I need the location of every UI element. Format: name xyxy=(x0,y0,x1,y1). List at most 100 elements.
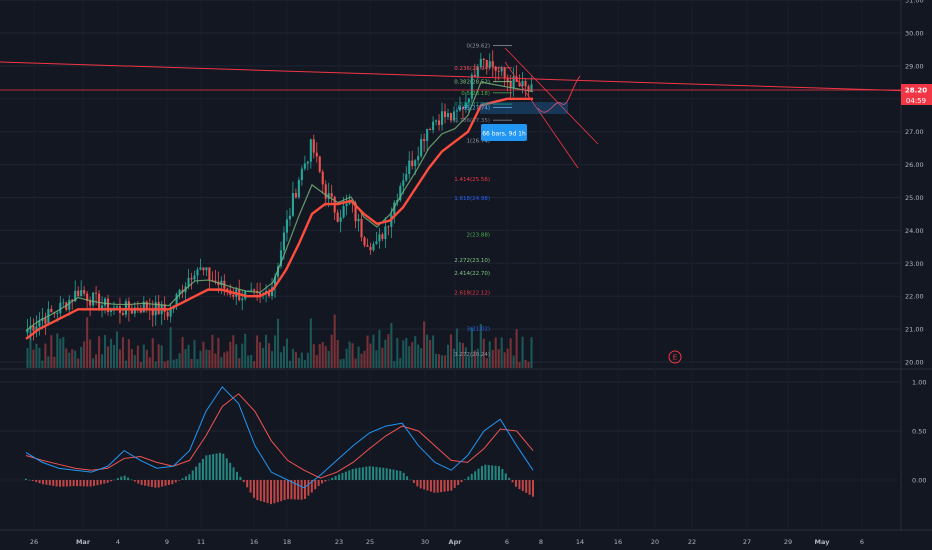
long-trendline xyxy=(0,61,913,92)
osc-histogram-bar xyxy=(59,480,62,487)
volume-bar xyxy=(41,360,44,368)
volume-bar xyxy=(438,354,441,368)
volume-bar xyxy=(351,343,354,368)
volume-bar xyxy=(235,344,238,368)
osc-histogram-bar xyxy=(368,466,371,480)
overlay-labels: 66 bars, 9d 1h E 28.20 04:59 xyxy=(481,84,932,364)
fib-extension[interactable]: 0(29.62) 0.236(28.94) 0.382(28.52) 0.5(28.1… xyxy=(454,44,512,359)
ma-fast-line xyxy=(25,81,534,332)
candle-body xyxy=(449,113,453,121)
candle-body xyxy=(59,302,62,314)
volume-bar xyxy=(148,357,151,368)
volume-bar xyxy=(172,359,175,368)
osc-histogram-bar xyxy=(504,473,507,480)
candle-body xyxy=(259,292,262,296)
volume-bar xyxy=(396,337,399,368)
osc-histogram-bar xyxy=(96,480,99,486)
osc-histogram-bar xyxy=(116,478,119,480)
candle-body xyxy=(482,58,485,61)
osc-histogram-bar xyxy=(477,468,480,480)
time-tick-label: Apr xyxy=(449,538,463,546)
volume-bar xyxy=(432,335,435,368)
volume-bar xyxy=(402,340,405,368)
candle-body xyxy=(253,289,256,291)
volume-bar xyxy=(208,349,211,368)
candle-body xyxy=(214,280,217,282)
time-tick-label: 30 xyxy=(421,538,429,546)
volume-bar xyxy=(178,353,181,368)
candle-body xyxy=(509,81,512,88)
oscillator-pane xyxy=(25,386,534,505)
volume-bar xyxy=(446,344,450,368)
volume-bar xyxy=(342,358,345,368)
candle-body xyxy=(461,107,464,109)
volume-bar xyxy=(375,350,378,368)
osc-histogram-bar xyxy=(491,465,494,480)
osc-histogram-bar xyxy=(89,480,92,487)
volume-bar xyxy=(273,335,277,368)
osc-histogram-bar xyxy=(450,480,453,491)
osc-histogram-bar xyxy=(62,480,65,487)
osc-histogram-bar xyxy=(463,479,466,480)
candle-body xyxy=(56,313,59,314)
volume-bar xyxy=(369,343,372,368)
osc-histogram-bar xyxy=(191,470,194,480)
candle-body xyxy=(381,234,384,240)
volume-bar xyxy=(211,334,214,368)
volume-bar xyxy=(276,318,280,368)
volume-bar xyxy=(121,337,124,368)
volume-bar xyxy=(291,348,294,368)
volume-bar xyxy=(163,361,166,368)
volume-bar xyxy=(530,337,533,368)
osc-histogram-bar xyxy=(242,480,245,483)
volume-bar xyxy=(426,334,429,368)
osc-histogram-bar xyxy=(494,465,497,480)
volume-bar xyxy=(142,344,145,368)
candle-body xyxy=(378,234,381,242)
osc-histogram-bar xyxy=(416,480,419,487)
volume-bar xyxy=(217,337,220,368)
volume-bar xyxy=(127,339,130,368)
osc-histogram-bar xyxy=(52,480,55,486)
channel-upper-line xyxy=(504,47,599,145)
candle-body xyxy=(121,312,124,315)
candle-body xyxy=(324,184,327,199)
volume-bar xyxy=(184,348,187,368)
measure-box[interactable] xyxy=(481,124,527,141)
osc-histogram-bar xyxy=(93,480,96,486)
volume-bar xyxy=(86,317,89,368)
trend-drawings[interactable] xyxy=(0,47,913,169)
fib-level-label: 3(21.02) xyxy=(466,326,490,332)
volume-bar xyxy=(68,352,71,368)
volume-bar xyxy=(95,354,98,368)
candle-body xyxy=(157,302,160,315)
volume-bar xyxy=(56,333,59,368)
osc-histogram-bar xyxy=(334,475,337,480)
osc-histogram-bar xyxy=(310,480,313,493)
candle-body xyxy=(491,61,494,67)
osc-histogram-bar xyxy=(525,480,528,493)
earnings-event-marker[interactable] xyxy=(668,350,682,364)
volume-bar xyxy=(229,341,232,368)
volume-bar xyxy=(271,351,274,368)
volume-bar xyxy=(115,331,119,368)
volume-bar xyxy=(38,347,41,368)
candle-body xyxy=(479,58,482,67)
candle-body xyxy=(303,163,306,169)
osc-histogram-bar xyxy=(372,466,375,480)
countdown-value: 04:59 xyxy=(906,97,926,105)
candle-body xyxy=(208,267,211,281)
volume-bar xyxy=(515,329,518,368)
volume-bar xyxy=(423,321,426,368)
osc-histogram-bar xyxy=(144,480,147,486)
osc-histogram-bar xyxy=(256,480,259,501)
candle-body xyxy=(145,301,148,310)
osc-histogram-bar xyxy=(514,480,517,487)
price-tick-label: 22.00 xyxy=(905,293,924,301)
candle-body xyxy=(414,160,417,167)
candle-body xyxy=(521,80,524,87)
time-tick-label: 20 xyxy=(651,538,659,546)
volume-bar xyxy=(512,355,515,368)
candle-body xyxy=(190,278,193,280)
candle-body xyxy=(312,139,315,153)
